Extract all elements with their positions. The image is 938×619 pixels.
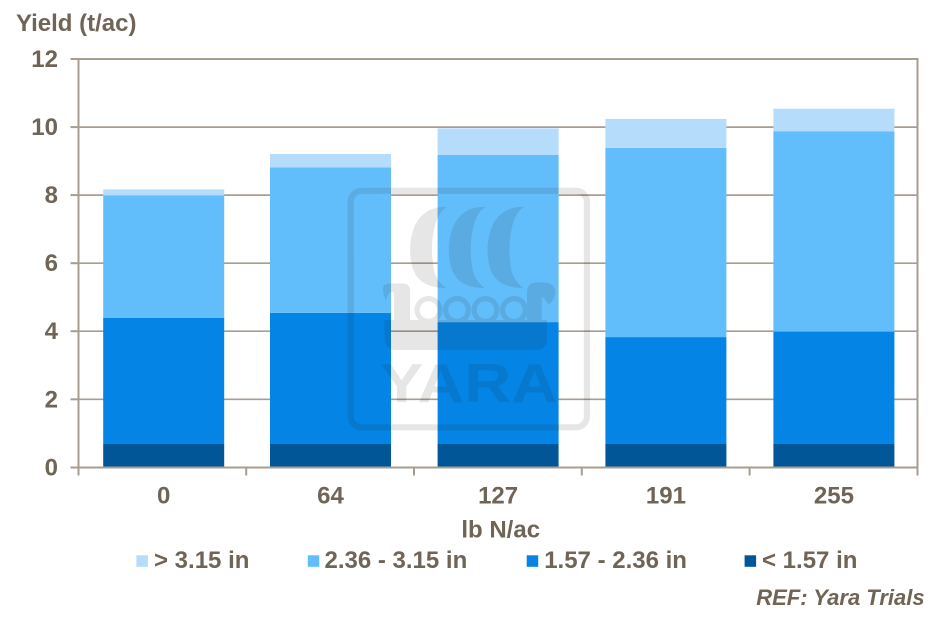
svg-text:4: 4 bbox=[45, 318, 59, 345]
svg-text:Yield (t/ac): Yield (t/ac) bbox=[16, 10, 136, 37]
svg-text:10: 10 bbox=[31, 114, 58, 141]
svg-text:6: 6 bbox=[45, 250, 58, 277]
svg-text:8: 8 bbox=[45, 182, 58, 209]
svg-text:lb N/ac: lb N/ac bbox=[461, 516, 540, 543]
svg-text:12: 12 bbox=[31, 46, 58, 73]
svg-text:127: 127 bbox=[478, 483, 518, 510]
svg-text:YARA: YARA bbox=[380, 352, 558, 414]
svg-text:0: 0 bbox=[45, 455, 58, 482]
svg-text:64: 64 bbox=[317, 483, 344, 510]
svg-text:255: 255 bbox=[814, 483, 854, 510]
svg-text:REF: Yara Trials: REF: Yara Trials bbox=[756, 585, 924, 610]
svg-text:> 3.15 in: > 3.15 in bbox=[154, 547, 249, 574]
svg-text:2: 2 bbox=[45, 386, 58, 413]
svg-text:2.36 - 3.15 in: 2.36 - 3.15 in bbox=[325, 547, 468, 574]
svg-text:1.57 - 2.36 in: 1.57 - 2.36 in bbox=[544, 547, 687, 574]
svg-text:0: 0 bbox=[157, 483, 170, 510]
svg-text:191: 191 bbox=[646, 483, 686, 510]
svg-text:< 1.57 in: < 1.57 in bbox=[762, 547, 857, 574]
